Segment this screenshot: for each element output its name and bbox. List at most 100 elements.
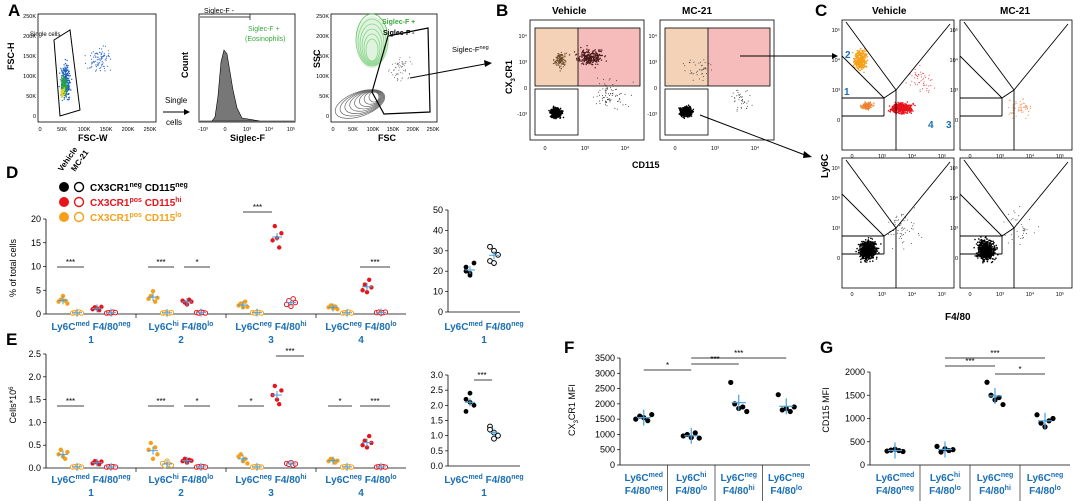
- e-ylabel: Cells*106: [8, 386, 18, 424]
- flow-event: [857, 63, 860, 66]
- data-point: [463, 396, 469, 402]
- flow-event: [1013, 210, 1015, 212]
- flow-event: [404, 70, 406, 72]
- flow-event: [553, 109, 556, 112]
- flow-event: [689, 108, 691, 111]
- flow-event: [994, 258, 996, 261]
- flow-event: [61, 78, 64, 81]
- flow-event: [70, 89, 72, 91]
- flow-event: [105, 57, 107, 60]
- flow-event: [564, 62, 566, 64]
- flow-event: [684, 109, 686, 111]
- flow-event: [562, 116, 565, 119]
- flow-event: [901, 105, 903, 108]
- group-label-part: F4/80: [770, 486, 796, 497]
- flow-event: [990, 250, 992, 253]
- flow-event: [62, 89, 64, 91]
- flow-event: [928, 91, 930, 93]
- flow-event: [65, 79, 67, 81]
- flow-event: [899, 233, 901, 235]
- flow-event: [564, 52, 566, 54]
- flow-event: [987, 250, 989, 252]
- flow-event: [91, 63, 93, 65]
- flow-event: [553, 116, 556, 118]
- flow-event: [601, 99, 603, 101]
- y-tick-label: 2500: [595, 384, 615, 394]
- flow-event: [678, 107, 680, 109]
- flow-event: [990, 247, 992, 249]
- flow-event: [1020, 109, 1023, 111]
- y-tick-label: 3000: [595, 368, 615, 378]
- y-tick-label: 0: [837, 256, 840, 262]
- flow-event: [858, 54, 860, 57]
- flow-event: [1016, 230, 1018, 232]
- data-point: [146, 447, 151, 452]
- flow-event: [914, 77, 916, 79]
- flow-event: [394, 75, 396, 76]
- flow-event: [908, 111, 911, 113]
- x-tick-label: 200K: [407, 127, 420, 133]
- x-tick-label: 0: [223, 127, 226, 133]
- flow-event: [63, 70, 66, 72]
- y-tick-label: 1.5: [430, 416, 443, 426]
- flow-event: [861, 254, 863, 257]
- flow-event: [95, 69, 98, 71]
- flow-event: [599, 49, 601, 51]
- group-label-part: F4/80: [179, 322, 208, 333]
- flow-event: [855, 250, 857, 253]
- data-point: [58, 297, 63, 302]
- c-xlabel: F4/80: [945, 312, 971, 323]
- y-tick-label: 0: [837, 118, 840, 124]
- flow-event: [1017, 107, 1020, 109]
- flow-event: [912, 102, 914, 105]
- data-point: [744, 408, 750, 415]
- flow-event: [996, 246, 998, 249]
- flow-event: [871, 238, 874, 240]
- flow-event: [66, 59, 68, 62]
- flow-event: [1017, 110, 1020, 112]
- flow-event: [1019, 244, 1021, 245]
- group-label: Ly6Cneg F4/80hi: [235, 321, 306, 333]
- group-label-part: Ly6C: [625, 473, 649, 484]
- data-point: [1034, 412, 1040, 418]
- flow-event: [66, 66, 68, 68]
- flow-event: [973, 246, 975, 249]
- flow-event: [95, 70, 97, 72]
- flow-event: [1025, 108, 1027, 110]
- flow-event: [555, 59, 558, 61]
- contour-line: [359, 91, 381, 107]
- flow-event: [396, 62, 398, 64]
- flow-event: [982, 262, 984, 264]
- flow-event: [982, 258, 985, 261]
- flow-event: [95, 52, 97, 55]
- flow-event: [872, 254, 875, 257]
- flow-event: [1009, 100, 1011, 102]
- legend-label-sup: lo: [175, 212, 181, 219]
- flow-event: [577, 58, 579, 60]
- flow-event: [61, 83, 63, 85]
- flow-event: [1015, 101, 1017, 103]
- group-label-part: Ly6C: [876, 473, 900, 484]
- data-point: [243, 299, 248, 304]
- group-label-part: F4/80: [723, 486, 749, 497]
- sig-star: ***: [477, 371, 486, 380]
- group-label-sup: neg: [350, 474, 362, 481]
- flow-event: [598, 60, 600, 62]
- y-tick-label: 200K: [316, 34, 329, 40]
- flow-event: [555, 62, 557, 64]
- sig-star: ***: [990, 349, 999, 358]
- flow-event: [693, 73, 695, 75]
- flow-event: [599, 102, 601, 104]
- flow-event: [688, 106, 690, 108]
- flow-event: [741, 103, 743, 105]
- group-number: 1: [88, 488, 94, 499]
- flow-event: [861, 244, 864, 247]
- group-label-sup: neg: [511, 474, 523, 481]
- flow-event: [394, 76, 395, 78]
- group-label: Ly6Chi: [930, 472, 960, 484]
- group-label-part: F4/80: [362, 322, 391, 333]
- flow-event: [873, 104, 875, 107]
- flow-event: [587, 54, 590, 56]
- flow-event: [912, 225, 914, 227]
- flow-event: [988, 246, 991, 248]
